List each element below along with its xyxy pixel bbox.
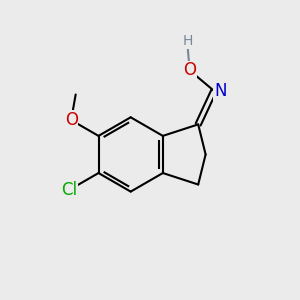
Text: Cl: Cl — [61, 181, 78, 199]
Text: H: H — [183, 34, 193, 48]
Text: N: N — [214, 82, 226, 100]
Text: O: O — [183, 61, 196, 80]
Text: O: O — [65, 111, 78, 129]
